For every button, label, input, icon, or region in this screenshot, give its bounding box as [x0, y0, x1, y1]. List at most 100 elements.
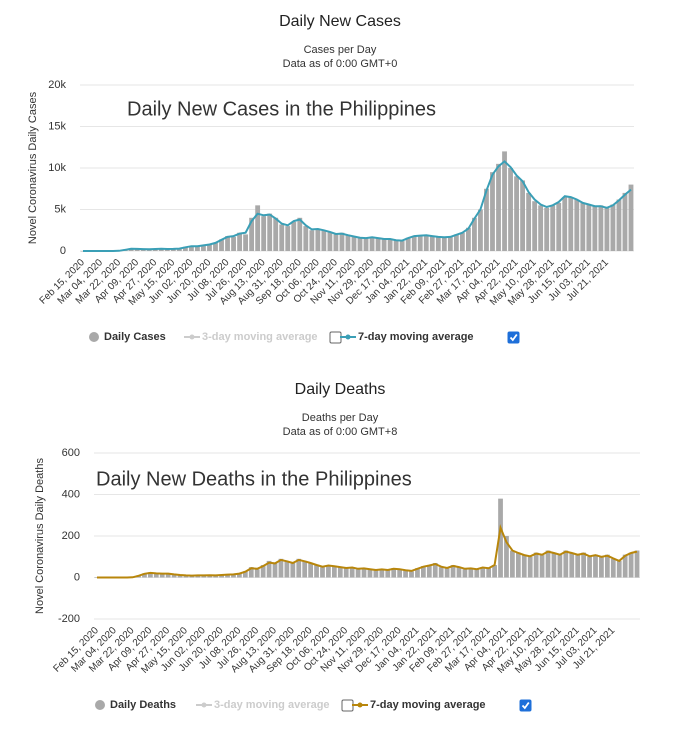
bar — [219, 239, 224, 251]
bar — [634, 550, 640, 578]
bar — [492, 565, 497, 578]
bar — [261, 216, 267, 251]
checkbox[interactable] — [341, 699, 354, 712]
bar — [399, 241, 405, 251]
bar — [515, 552, 521, 578]
bar — [255, 205, 261, 251]
bar — [207, 575, 213, 578]
bar — [183, 575, 189, 578]
bar — [423, 235, 429, 251]
chart-title: Daily New Cases — [279, 13, 401, 30]
bar — [349, 567, 355, 578]
chart-subtitle: Data as of 0:00 GMT+8 — [283, 426, 398, 438]
bar — [363, 238, 369, 251]
bar — [628, 552, 634, 578]
legend-marker — [95, 700, 105, 710]
bar — [486, 568, 492, 578]
chart-title: Daily Deaths — [295, 381, 386, 398]
bar — [610, 558, 616, 578]
bar — [520, 180, 526, 251]
bar — [411, 236, 417, 251]
bar — [580, 202, 586, 251]
bar — [592, 206, 598, 251]
bar — [248, 567, 254, 578]
bar — [201, 575, 207, 578]
bar — [369, 236, 375, 251]
bar — [484, 188, 489, 251]
checkbox[interactable] — [329, 331, 342, 344]
legend-label: Daily Deaths — [110, 699, 176, 711]
y-axis-label: Novel Coronavirus Daily Cases — [27, 91, 39, 244]
legend-marker — [189, 334, 195, 340]
bar — [409, 571, 414, 578]
bar — [379, 569, 385, 578]
y-tick-label: 20k — [48, 79, 66, 91]
bar — [604, 207, 610, 251]
bar — [207, 244, 212, 251]
bar — [315, 228, 321, 251]
bar — [308, 562, 313, 578]
bar — [426, 565, 432, 578]
bar — [538, 205, 544, 251]
bar — [574, 199, 580, 251]
bar — [551, 552, 557, 578]
bar — [195, 575, 201, 578]
legend-label: 7-day moving average — [370, 699, 486, 711]
bar — [290, 562, 296, 578]
bar — [544, 207, 550, 251]
bar — [622, 192, 628, 251]
bar — [393, 240, 399, 251]
bar — [562, 197, 568, 251]
bar — [381, 239, 387, 251]
bar — [616, 199, 622, 251]
bar — [604, 554, 610, 578]
checkbox-box — [519, 699, 532, 712]
bar — [219, 575, 224, 578]
bar — [387, 238, 393, 251]
bar — [550, 205, 556, 251]
bar — [267, 213, 273, 251]
legend-item[interactable]: 7-day moving average — [340, 331, 474, 343]
legend-item[interactable]: Daily Cases — [89, 331, 166, 343]
bar — [462, 569, 468, 578]
bar — [556, 202, 562, 251]
bar — [498, 498, 503, 578]
y-tick-label: 15k — [48, 120, 66, 132]
bar — [444, 568, 450, 578]
checkbox[interactable] — [507, 331, 520, 344]
bar — [285, 226, 291, 251]
checkbox[interactable] — [519, 699, 532, 712]
legend-item[interactable]: 3-day moving average — [196, 699, 330, 711]
bar — [297, 217, 303, 251]
bar — [164, 249, 170, 251]
bar — [593, 554, 598, 578]
legend-label: Daily Cases — [104, 331, 166, 343]
bar — [177, 575, 183, 578]
bar — [303, 226, 309, 251]
bar — [502, 151, 507, 251]
bar — [563, 550, 569, 578]
bar — [158, 248, 164, 251]
bar — [351, 236, 357, 251]
bar — [598, 205, 604, 251]
bar — [453, 234, 459, 251]
bar — [397, 569, 403, 578]
legend-item[interactable]: 3-day moving average — [184, 331, 318, 343]
bar — [320, 567, 325, 578]
bar — [337, 567, 343, 578]
bar — [539, 554, 545, 578]
bar — [278, 558, 284, 578]
legend-item[interactable]: 7-day moving average — [352, 699, 486, 711]
bar — [345, 235, 351, 251]
bar — [284, 560, 290, 578]
legend-item[interactable]: Daily Deaths — [95, 699, 176, 711]
bar — [616, 560, 622, 578]
bar — [266, 560, 272, 578]
bar — [510, 550, 515, 578]
checkbox-check — [521, 701, 530, 710]
bar — [432, 562, 438, 578]
bar — [421, 566, 426, 578]
chart-subtitle: Deaths per Day — [302, 412, 379, 424]
checkbox-box — [329, 331, 342, 344]
y-tick-label: 0 — [74, 571, 80, 583]
